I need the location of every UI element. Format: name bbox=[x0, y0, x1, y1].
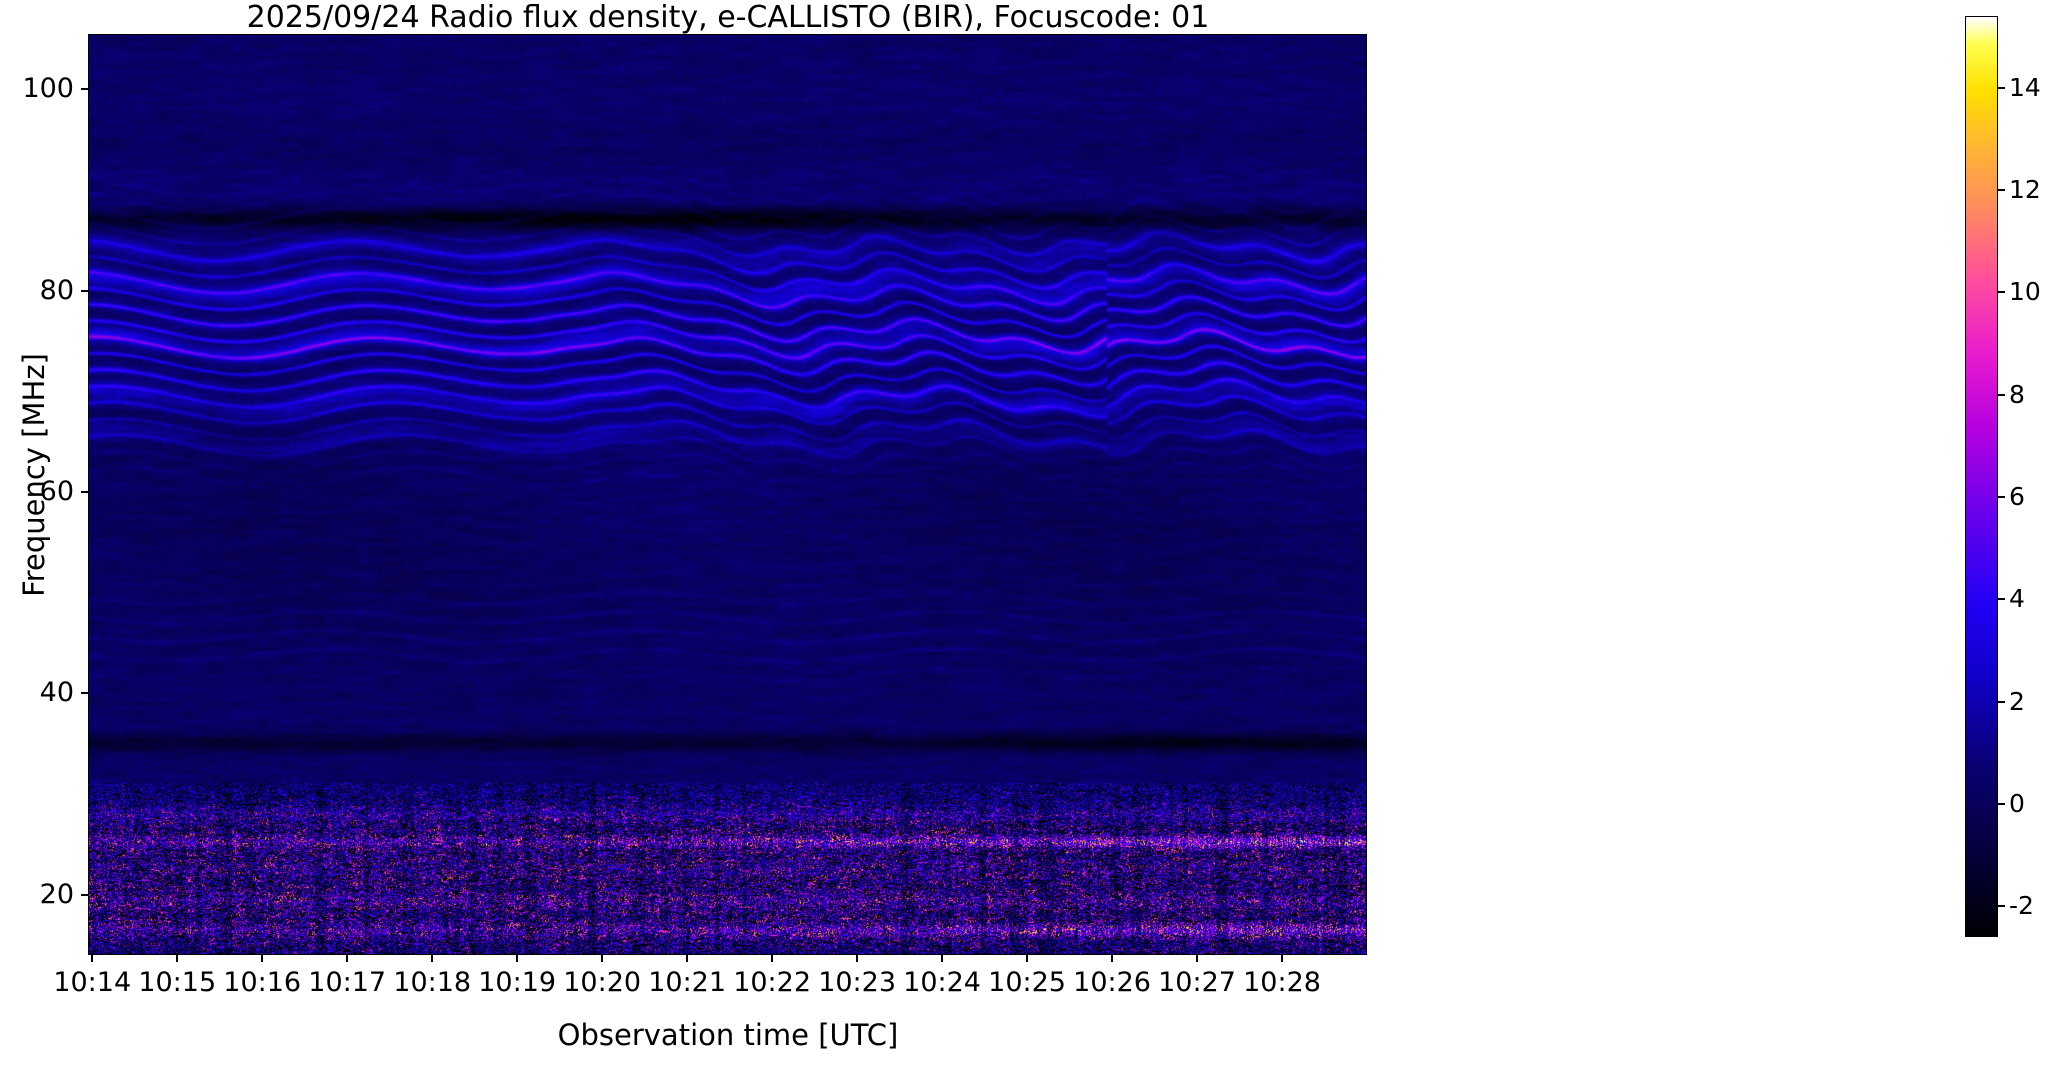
x-tick-mark bbox=[91, 955, 94, 962]
x-tick-label: 10:28 bbox=[1243, 967, 1321, 998]
x-tick-label: 10:16 bbox=[223, 967, 302, 998]
colorbar[interactable] bbox=[1965, 16, 1998, 937]
x-tick-mark bbox=[516, 955, 519, 962]
colorbar-tick-label: 14 bbox=[2009, 72, 2041, 102]
colorbar-tick-mark bbox=[1998, 291, 2005, 294]
colorbar-tick-label: 10 bbox=[2009, 277, 2041, 307]
x-tick-mark bbox=[1196, 955, 1199, 962]
x-tick-mark bbox=[431, 955, 434, 962]
x-tick-label: 10:26 bbox=[1073, 967, 1151, 998]
y-tick-label: 80 bbox=[39, 274, 74, 306]
x-tick-label: 10:19 bbox=[478, 967, 557, 998]
x-tick-label: 10:27 bbox=[1158, 967, 1236, 998]
colorbar-gradient bbox=[1966, 17, 1997, 936]
x-tick-label: 10:18 bbox=[393, 967, 472, 998]
y-tick-label: 60 bbox=[39, 475, 74, 507]
x-tick-label: 10:24 bbox=[903, 967, 981, 998]
colorbar-tick-label: -2 bbox=[2009, 891, 2034, 921]
colorbar-tick-label: 6 bbox=[2009, 481, 2025, 511]
colorbar-tick-mark bbox=[1998, 188, 2005, 191]
colorbar-tick-mark bbox=[1998, 393, 2005, 396]
x-tick-mark bbox=[601, 955, 604, 962]
colorbar-tick-mark bbox=[1998, 905, 2005, 908]
x-tick-label: 10:20 bbox=[563, 967, 642, 998]
chart-title: 2025/09/24 Radio flux density, e-CALLIST… bbox=[246, 0, 1210, 35]
x-tick-mark bbox=[686, 955, 689, 962]
x-tick-mark bbox=[856, 955, 859, 962]
x-tick-mark bbox=[941, 955, 944, 962]
x-tick-mark bbox=[176, 955, 179, 962]
x-tick-label: 10:25 bbox=[988, 967, 1066, 998]
x-tick-mark bbox=[1111, 955, 1114, 962]
colorbar-tick-label: 4 bbox=[2009, 584, 2025, 614]
x-tick-label: 10:17 bbox=[308, 967, 387, 998]
x-tick-mark bbox=[346, 955, 349, 962]
colorbar-tick-label: 0 bbox=[2009, 788, 2025, 818]
spectrogram-image bbox=[89, 35, 1366, 954]
x-tick-label: 10:21 bbox=[648, 967, 727, 998]
x-tick-label: 10:15 bbox=[138, 967, 217, 998]
x-tick-mark bbox=[261, 955, 264, 962]
y-tick-mark bbox=[81, 893, 88, 896]
colorbar-tick-mark bbox=[1998, 802, 2005, 805]
y-tick-mark bbox=[81, 490, 88, 493]
colorbar-tick-label: 12 bbox=[2009, 174, 2041, 204]
x-tick-mark bbox=[1281, 955, 1284, 962]
colorbar-tick-label: 8 bbox=[2009, 379, 2025, 409]
colorbar-tick-mark bbox=[1998, 86, 2005, 89]
x-tick-mark bbox=[1026, 955, 1029, 962]
colorbar-tick-mark bbox=[1998, 700, 2005, 703]
y-tick-mark bbox=[81, 692, 88, 695]
y-tick-mark bbox=[81, 289, 88, 292]
y-axis-label: Frequency [MHz] bbox=[17, 353, 51, 597]
x-tick-label: 10:23 bbox=[818, 967, 896, 998]
spectrogram-plot-area[interactable] bbox=[88, 34, 1367, 955]
x-tick-label: 10:22 bbox=[733, 967, 812, 998]
colorbar-tick-mark bbox=[1998, 598, 2005, 601]
colorbar-tick-mark bbox=[1998, 495, 2005, 498]
x-tick-label: 10:14 bbox=[53, 967, 132, 998]
y-tick-label: 40 bbox=[39, 677, 74, 709]
x-axis-label: Observation time [UTC] bbox=[557, 1018, 899, 1052]
y-tick-label: 20 bbox=[39, 878, 74, 910]
y-tick-mark bbox=[81, 88, 88, 91]
colorbar-tick-label: 2 bbox=[2009, 686, 2025, 716]
y-tick-label: 100 bbox=[22, 73, 74, 105]
x-tick-mark bbox=[771, 955, 774, 962]
